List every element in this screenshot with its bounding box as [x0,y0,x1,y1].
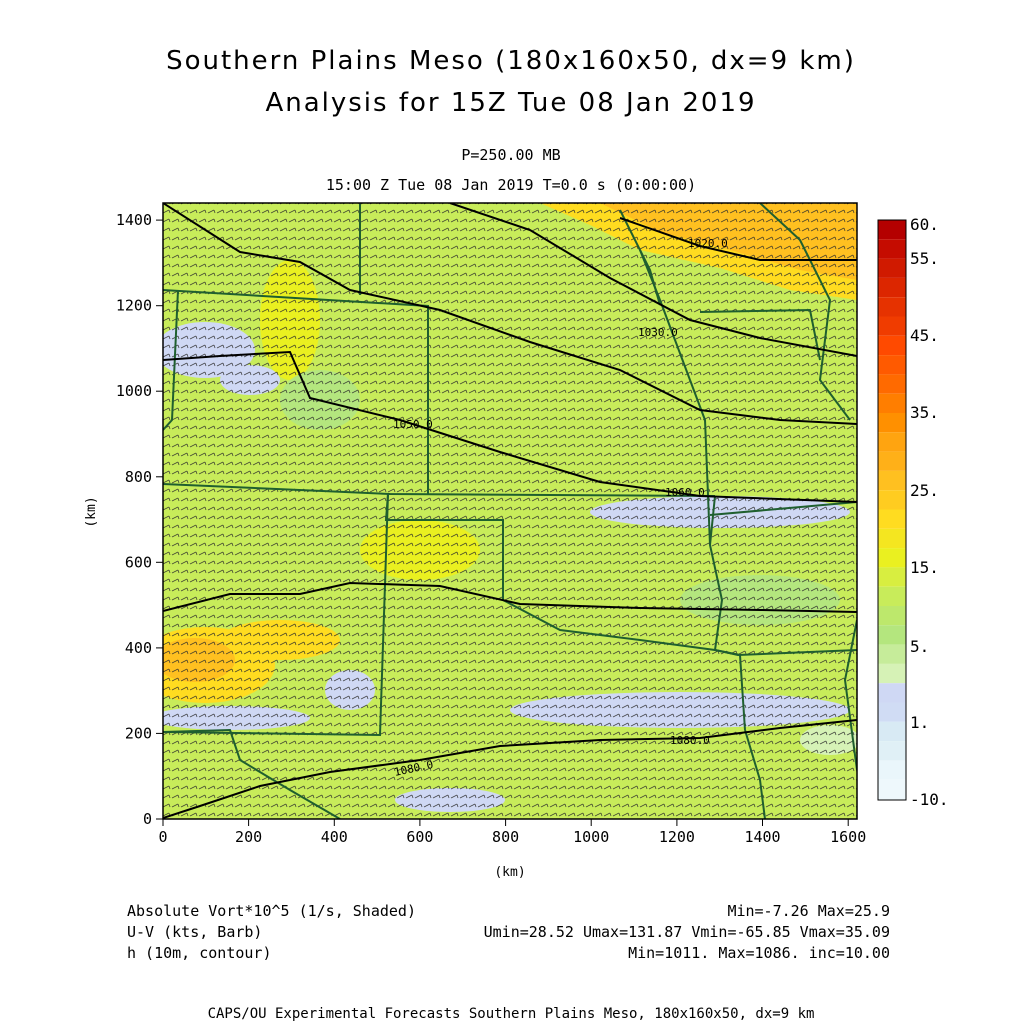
y-tick-label: 200 [125,724,152,742]
legend-height-range: Min=1011. Max=1086. inc=10.00 [628,944,890,962]
contour-label: 1080.0 [670,734,710,747]
y-axis-label: (km) [84,496,99,527]
colorbar-label: 5. [910,637,929,656]
y-axis: 0 200 400 600 800 1000 1200 1400 (km) [84,211,163,828]
colorbar-label: 25. [910,481,939,500]
colorbar-label: 60. [910,215,939,234]
legend-height: h (10m, contour) [127,944,272,962]
colorbar [877,219,907,801]
contour-label: 1060.0 [665,486,705,499]
colorbar-label: 15. [910,558,939,577]
x-tick-label: 200 [235,828,262,846]
legend-wind: U-V (kts, Barb) [127,923,263,941]
x-tick-label: 1000 [573,828,609,846]
colorbar-label: 45. [910,326,939,345]
x-axis: 0 200 400 600 800 1000 1200 1400 1600 (k… [158,819,866,880]
plot-subtitle: Analysis for 15Z Tue 08 Jan 2019 [265,88,757,118]
x-tick-label: 1400 [744,828,780,846]
y-tick-label: 1400 [116,211,152,229]
contour-label: 1030.0 [638,326,678,339]
colorbar-labels: 60. 55. 45. 35. 25. 15. 5. 1. -10. [910,215,949,809]
x-tick-label: 600 [406,828,433,846]
wind-barbs [163,203,857,819]
y-tick-label: 800 [125,468,152,486]
colorbar-label: 55. [910,249,939,268]
x-tick-label: 1600 [830,828,866,846]
height-contours [163,203,857,819]
colorbar-label: -10. [910,790,949,809]
x-tick-label: 0 [158,828,167,846]
contour-label: 1050.0 [393,418,433,431]
pressure-level: P=250.00 MB [461,146,561,164]
plot-frame [162,202,858,820]
x-tick-label: 800 [492,828,519,846]
valid-time: 15:00 Z Tue 08 Jan 2019 T=0.0 s (0:00:00… [325,176,697,194]
legend-vorticity: Absolute Vort*10^5 (1/s, Shaded) [127,902,416,920]
y-tick-label: 400 [125,639,152,657]
plot-title: Southern Plains Meso (180x160x50, dx=9 k… [166,46,856,76]
footer-credit: CAPS/OU Experimental Forecasts Southern … [207,1006,815,1022]
y-tick-label: 1000 [116,382,152,400]
legend-vorticity-range: Min=-7.26 Max=25.9 [727,902,890,920]
x-tick-label: 1200 [659,828,695,846]
x-tick-label: 400 [321,828,348,846]
y-tick-label: 600 [125,553,152,571]
legend-wind-range: Umin=28.52 Umax=131.87 Vmin=-65.85 Vmax=… [483,923,890,941]
x-axis-label: (km) [494,865,525,880]
contour-label: 1020.0 [688,237,728,250]
colorbar-label: 1. [910,713,929,732]
colorbar-label: 35. [910,403,939,422]
y-tick-label: 0 [143,810,152,828]
state-boundaries [163,203,857,819]
y-tick-label: 1200 [116,297,152,315]
